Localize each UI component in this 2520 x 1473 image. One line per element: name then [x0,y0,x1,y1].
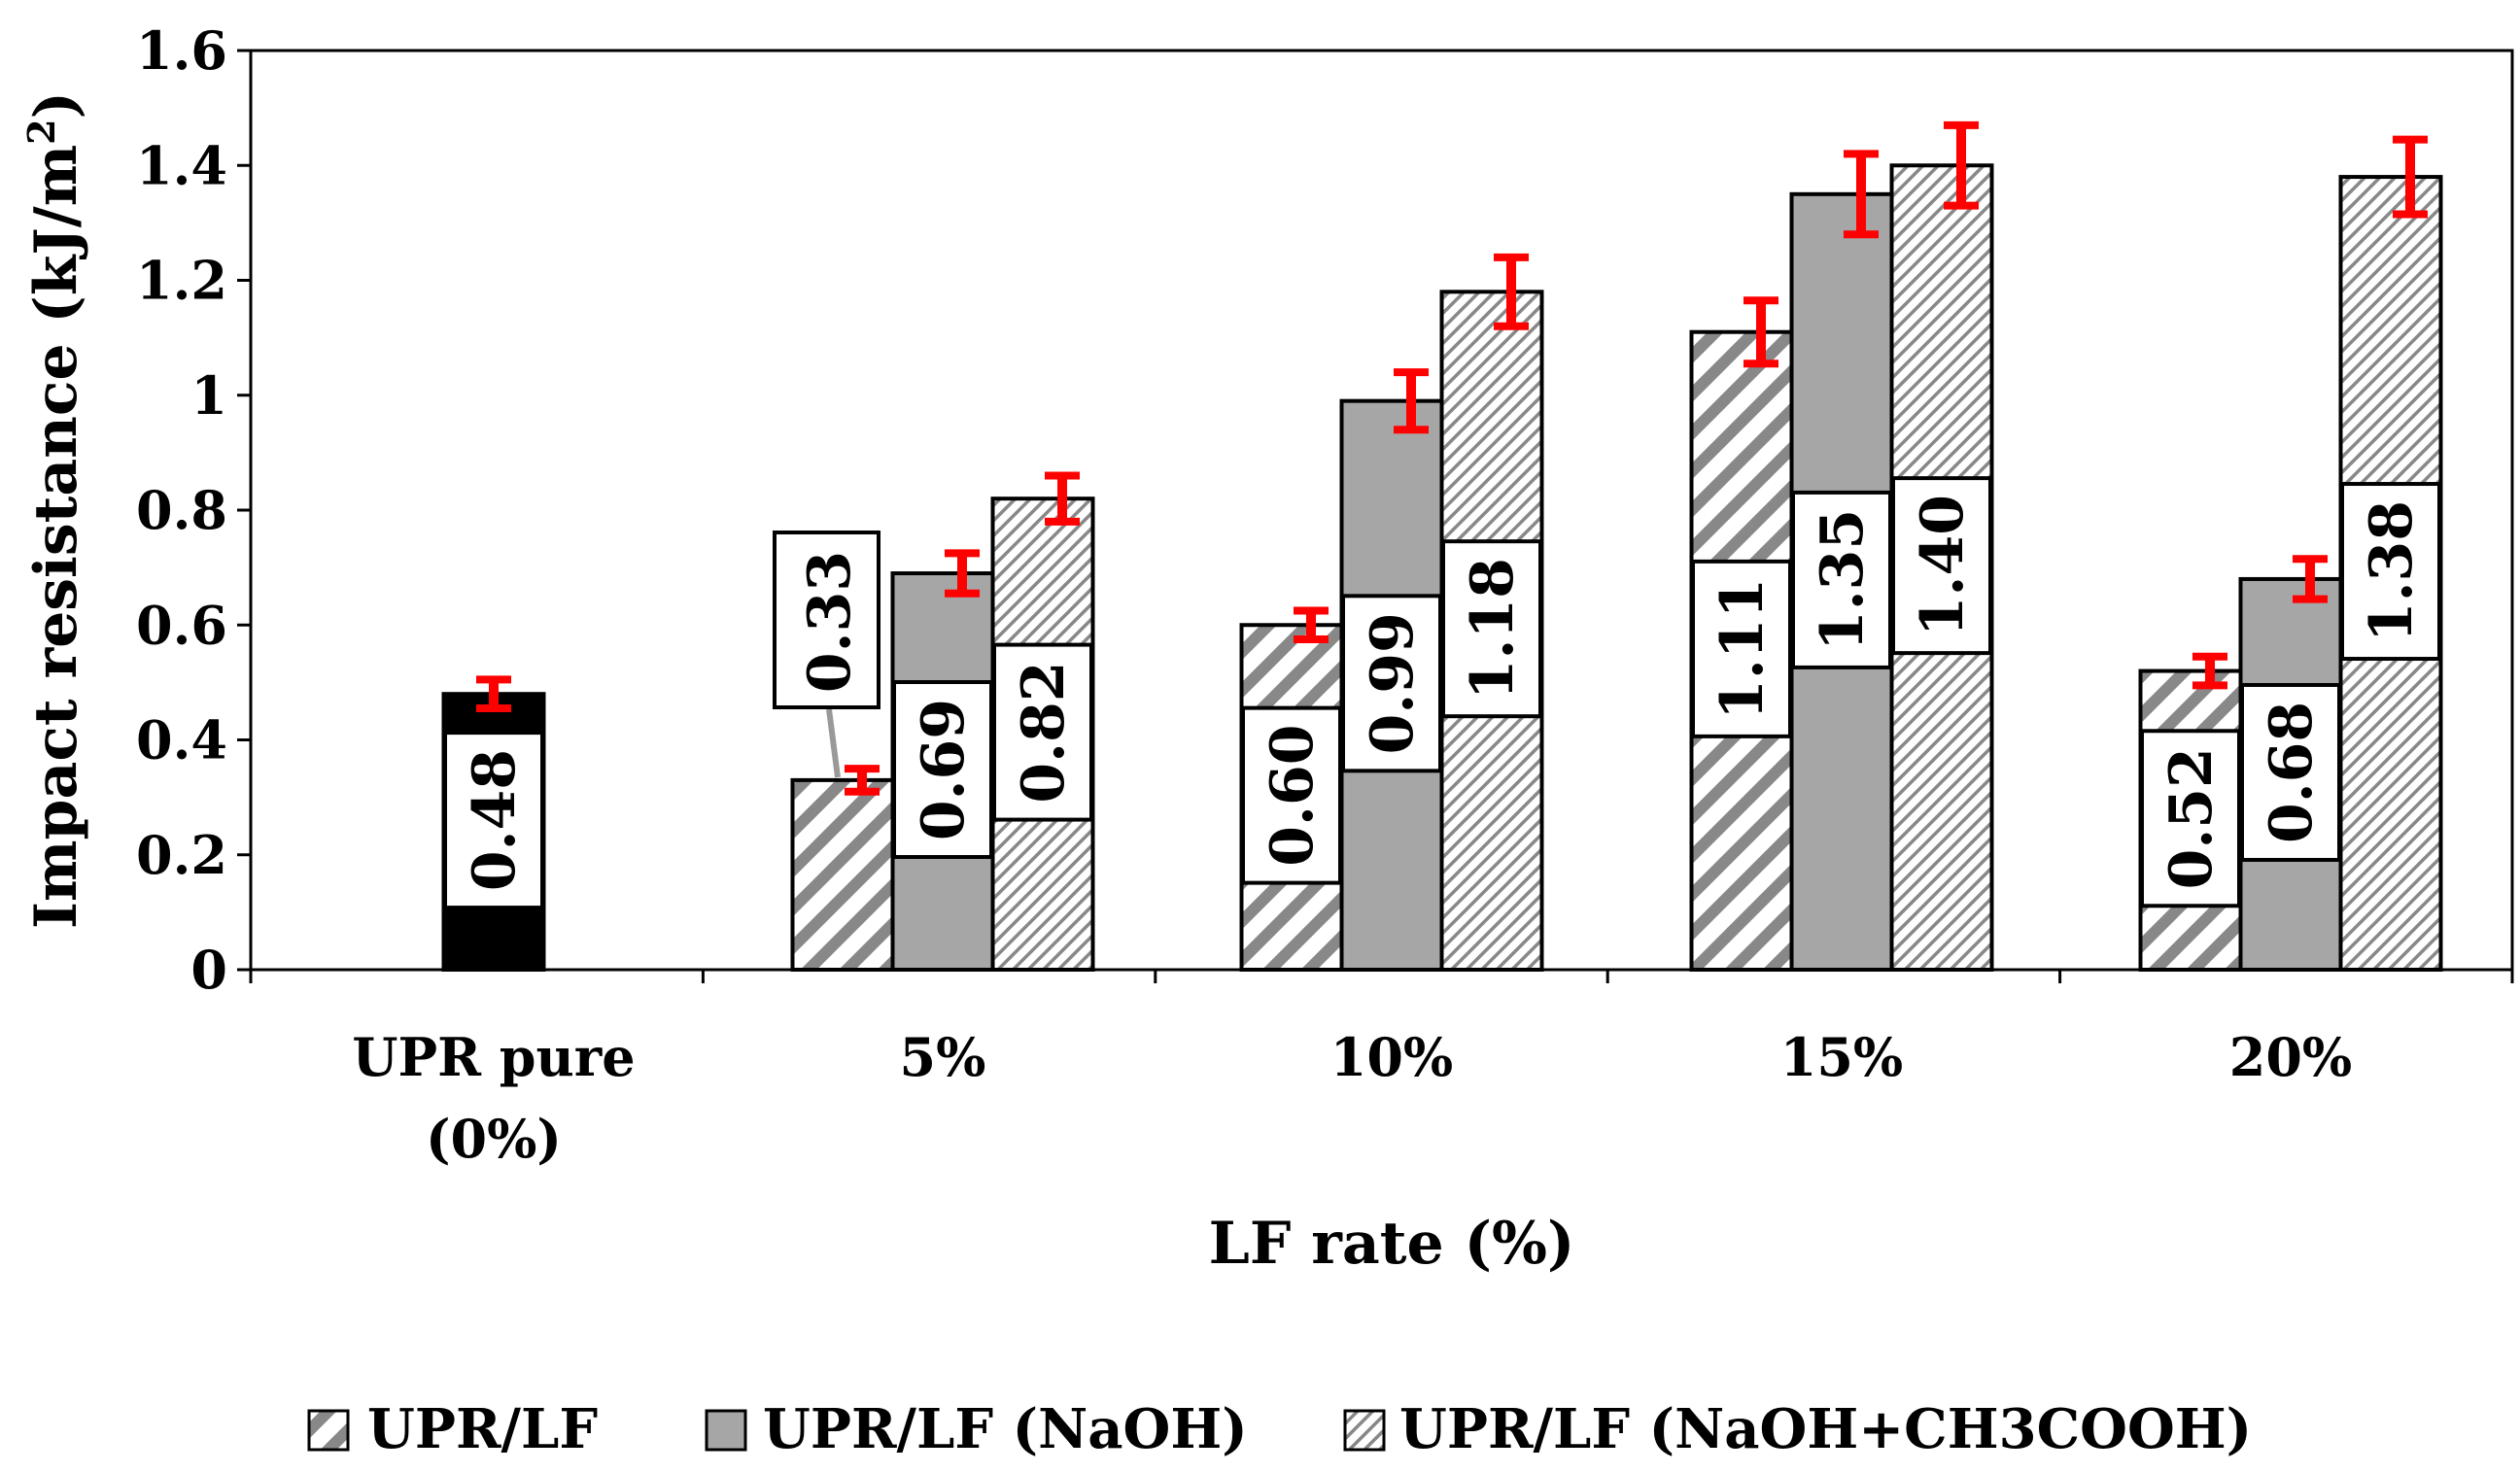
legend-swatch [307,1409,350,1452]
x-axis-title: LF rate (%) [1209,1210,1575,1278]
svg-text:1.35: 1.35 [1809,509,1877,651]
svg-text:1.40: 1.40 [1909,495,1977,636]
error-bar [845,765,880,796]
data-label: 0.99 [1341,594,1442,773]
svg-text:1.38: 1.38 [2358,500,2426,642]
x-category-label: 10% [1330,1026,1453,1088]
x-category-label: 20% [2229,1026,2352,1088]
error-bar [1294,606,1329,644]
data-label: 0.82 [992,642,1093,822]
svg-text:1.11: 1.11 [1709,578,1777,720]
data-label: 0.52 [2140,729,2241,908]
x-category-label: 15% [1780,1026,1903,1088]
svg-text:0.68: 0.68 [2258,702,2326,843]
svg-text:0.60: 0.60 [1259,725,1327,867]
y-tick-label: 1.4 [136,134,227,196]
svg-text:0.82: 0.82 [1010,662,1078,804]
y-tick-label: 0.4 [136,709,227,771]
data-label: 0.68 [2240,682,2341,862]
svg-text:0.69: 0.69 [910,699,978,840]
data-label: 1.11 [1691,559,1792,738]
data-label: 1.35 [1791,490,1892,669]
y-axis-title: Impact resistance (kJ/m2) [19,91,91,929]
svg-text:0.52: 0.52 [2158,747,2226,889]
svg-text:0.33: 0.33 [796,551,864,693]
legend-label: UPR/LF [367,1397,598,1461]
legend-swatch [1343,1409,1386,1452]
error-bar [1743,296,1778,368]
legend-label: UPR/LF (NaOH) [763,1397,1248,1461]
data-label: 0.69 [892,680,993,860]
x-category-label-line2: (0%) [426,1108,562,1170]
y-tick-label: 1.2 [136,250,227,312]
y-tick-label: 0.8 [136,479,227,541]
y-tick-label: 0.6 [136,594,227,656]
error-bar [1844,150,1879,239]
data-label-upr-pure: 0.48 [443,731,544,910]
data-label-callout: 0.33 [773,531,880,709]
error-bar [1494,253,1529,330]
error-bar [2393,135,2428,219]
data-label: 1.40 [1891,476,1992,656]
svg-text:0.48: 0.48 [461,749,529,891]
data-label: 1.38 [2340,482,2441,662]
data-label: 0.60 [1241,705,1342,885]
error-bar [1944,120,1979,210]
x-category-label: UPR pure [352,1026,635,1088]
bar-diag-wide [790,777,895,973]
x-category-label: 5% [900,1026,986,1088]
y-tick-label: 1 [190,364,227,427]
y-tick-label: 0.2 [136,824,227,886]
error-bar [2293,555,2328,603]
error-bar [1045,471,1080,526]
error-bar [1394,368,1429,434]
data-label: 1.18 [1441,539,1542,719]
error-bar [945,549,980,598]
legend-swatch [705,1409,747,1452]
callout-leader [826,708,841,778]
y-tick-label: 0 [190,939,227,1001]
error-bar [2192,652,2227,690]
legend-label: UPR/LF (NaOH+CH3COOH) [1399,1397,2252,1461]
error-bar [476,675,511,712]
svg-text:1.18: 1.18 [1459,558,1527,700]
y-tick-label: 1.6 [136,19,227,82]
svg-text:0.99: 0.99 [1359,612,1427,754]
